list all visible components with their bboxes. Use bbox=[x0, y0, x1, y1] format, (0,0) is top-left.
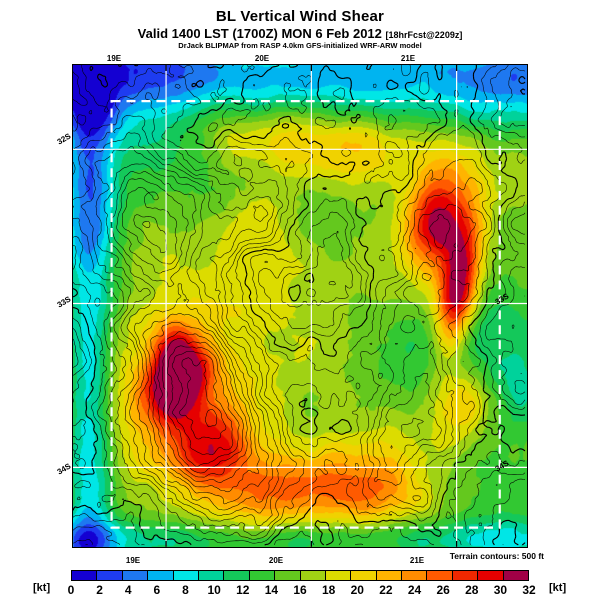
colorbar-legend: [kt] [kt] 0 2 4 6 8 10 12 14 16 18 20 22 24 26 28 30 32 bbox=[0, 568, 600, 600]
colorbar-cell-11 bbox=[351, 571, 377, 580]
colorbar-tick-12: 12 bbox=[236, 583, 250, 597]
colorbar-tick-2: 2 bbox=[96, 583, 103, 597]
axis-label-lat-left-2: 34S bbox=[55, 461, 73, 477]
colorbar-tick-16: 16 bbox=[293, 583, 307, 597]
colorbar-tick-4: 4 bbox=[124, 583, 132, 597]
colorbar-cell-16 bbox=[478, 571, 504, 580]
colorbar-tick-32: 32 bbox=[522, 583, 536, 597]
subdomain-box bbox=[110, 100, 501, 529]
colorbar-tick-8: 8 bbox=[182, 583, 189, 597]
terrain-contour-note: Terrain contours: 500 ft bbox=[449, 551, 544, 561]
colorbar-cell-6 bbox=[224, 571, 250, 580]
forecast-tag: [18hrFcst@2209z] bbox=[385, 30, 463, 40]
page-title: BL Vertical Wind Shear bbox=[215, 8, 385, 25]
colorbar-cell-15 bbox=[452, 571, 479, 580]
model-credit-line: DrJack BLIPMAP from RASP 4.0km GFS-initi… bbox=[178, 41, 422, 50]
colorbar-cell-2 bbox=[122, 571, 149, 580]
colorbar-cell-3 bbox=[148, 571, 174, 580]
colorbar-swatches[interactable] bbox=[71, 570, 529, 581]
colorbar-tick-6: 6 bbox=[153, 583, 161, 597]
colorbar-cell-13 bbox=[402, 571, 428, 580]
colorbar-tick-24: 24 bbox=[407, 583, 422, 597]
colorbar-units-right: [kt] bbox=[549, 582, 567, 594]
colorbar-cell-5 bbox=[198, 571, 225, 580]
map-overlay bbox=[73, 65, 527, 547]
colorbar-tick-30: 30 bbox=[493, 583, 508, 597]
colorbar-units-left: [kt] bbox=[33, 582, 51, 594]
axis-label-lon-top-1: 20E bbox=[254, 54, 270, 63]
colorbar-tick-0: 0 bbox=[67, 583, 75, 597]
colorbar-tick-18: 18 bbox=[321, 583, 336, 597]
axis-label-lon-bottom-2: 21E bbox=[409, 556, 425, 565]
colorbar-tick-26: 26 bbox=[436, 583, 450, 597]
map-plot-area[interactable] bbox=[72, 64, 528, 548]
colorbar-tick-10: 10 bbox=[207, 583, 221, 597]
colorbar-tick-28: 28 bbox=[465, 583, 479, 597]
colorbar-tick-14: 14 bbox=[264, 583, 279, 597]
colorbar-cell-1 bbox=[97, 571, 123, 580]
valid-time-subtitle: Valid 1400 LST (1700Z) MON 6 Feb 2012 [1… bbox=[0, 26, 600, 41]
colorbar-cell-0 bbox=[72, 571, 98, 580]
colorbar-cell-17 bbox=[503, 571, 529, 580]
colorbar-cell-9 bbox=[300, 571, 326, 580]
colorbar-cell-4 bbox=[173, 571, 199, 580]
axis-label-lon-top-0: 19E bbox=[106, 54, 122, 63]
colorbar-cell-14 bbox=[427, 571, 453, 580]
colorbar-cell-7 bbox=[249, 571, 276, 580]
axis-label-lon-top-2: 21E bbox=[400, 54, 416, 63]
colorbar-tick-22: 22 bbox=[379, 583, 393, 597]
valid-time-text: Valid 1400 LST (1700Z) MON 6 Feb 2012 bbox=[137, 26, 382, 41]
axis-label-lon-bottom-1: 20E bbox=[268, 556, 284, 565]
colorbar-cell-12 bbox=[376, 571, 403, 580]
colorbar-cell-8 bbox=[275, 571, 301, 580]
colorbar-tick-20: 20 bbox=[350, 583, 364, 597]
colorbar-cell-10 bbox=[325, 571, 352, 580]
axis-label-lat-left-1: 33S bbox=[55, 294, 73, 310]
axis-label-lat-left-0: 32S bbox=[55, 131, 73, 147]
axis-label-lon-bottom-0: 19E bbox=[125, 556, 141, 565]
